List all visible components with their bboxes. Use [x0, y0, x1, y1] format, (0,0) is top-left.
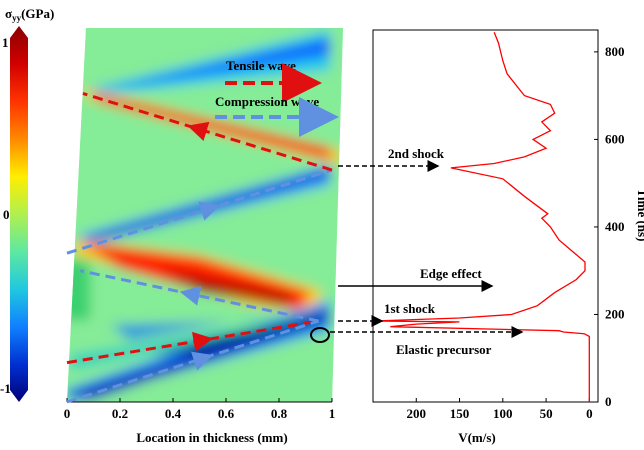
- legend-tensile-label: Tensile wave: [226, 58, 296, 73]
- heatmap-x-tick-label: 0: [64, 406, 71, 421]
- velocity-panel: 200 150 100 50 0 0 200 400 600 800 V(m/s) Time (…: [372, 29, 644, 445]
- colorbar-tick-label: -1: [0, 381, 11, 396]
- heatmap-x-tick-label: 0.2: [112, 406, 128, 421]
- velocity-y-tick-label: 400: [605, 219, 625, 234]
- precursor-marker: [310, 327, 330, 343]
- heatmap-x-tick-label: 1: [329, 406, 336, 421]
- annotations: 2nd shock Edge effect 1st shock Elastic …: [330, 146, 524, 357]
- wave-direction-arrow: [187, 121, 210, 142]
- wave-path-tensile: [66, 319, 319, 365]
- heatmap-panel: 0 0.2 0.4 0.6 0.8 1 Location in thickness (mm…: [64, 28, 343, 445]
- legend-compression-label: Compression wave: [215, 94, 319, 109]
- first-shock-label: 1st shock: [384, 301, 436, 316]
- velocity-frame: [372, 29, 599, 403]
- velocity-x-tick-label: 50: [540, 406, 553, 421]
- velocity-x-tick-label: 150: [450, 406, 470, 421]
- heatmap-x-ticks: 0 0.2 0.4 0.6 0.8 1: [64, 398, 336, 421]
- velocity-y-tick-label: 0: [605, 394, 612, 409]
- colorbar: σyy(GPa) 1 0 -1: [0, 6, 54, 402]
- precursor-label: Elastic precursor: [396, 342, 492, 357]
- edge-effect-label: Edge effect: [420, 266, 482, 281]
- wave-direction-arrow: [179, 286, 202, 306]
- velocity-y-tick-label: 600: [605, 131, 625, 146]
- velocity-y-axis-label: Time (ns): [635, 189, 644, 242]
- heatmap-x-axis-label: Location in thickness (mm): [136, 430, 287, 445]
- velocity-series-line: [372, 31, 590, 402]
- velocity-x-tick-label: 200: [407, 406, 427, 421]
- velocity-x-tick-label: 0: [586, 406, 593, 421]
- wave-path-compression: [66, 168, 333, 255]
- second-shock-label: 2nd shock: [388, 146, 445, 161]
- colorbar-tick-label: 1: [2, 35, 9, 50]
- heatmap-x-tick-label: 0.4: [165, 406, 182, 421]
- velocity-x-axis-label: V(m/s): [458, 430, 496, 445]
- wave-direction-arrow: [198, 201, 221, 221]
- wave-paths: [66, 92, 333, 404]
- velocity-y-ticks: 0 200 400 600 800: [594, 44, 625, 409]
- heatmap-x-tick-label: 0.8: [271, 406, 288, 421]
- velocity-y-tick-label: 800: [605, 44, 625, 59]
- velocity-y-tick-label: 200: [605, 306, 625, 321]
- heatmap-field: [67, 28, 343, 402]
- heatmap-x-tick-label: 0.6: [218, 406, 235, 421]
- velocity-x-ticks: 200 150 100 50 0: [407, 398, 593, 421]
- colorbar-title: σyy(GPa): [5, 6, 54, 23]
- colorbar-tick-label: 0: [3, 207, 10, 222]
- velocity-x-tick-label: 100: [493, 406, 513, 421]
- wave-direction-arrow: [191, 331, 214, 352]
- colorbar-gradient: [10, 26, 28, 402]
- wave-direction-arrow: [190, 351, 214, 371]
- heatmap-legend: Tensile wave Compression wave: [215, 58, 339, 137]
